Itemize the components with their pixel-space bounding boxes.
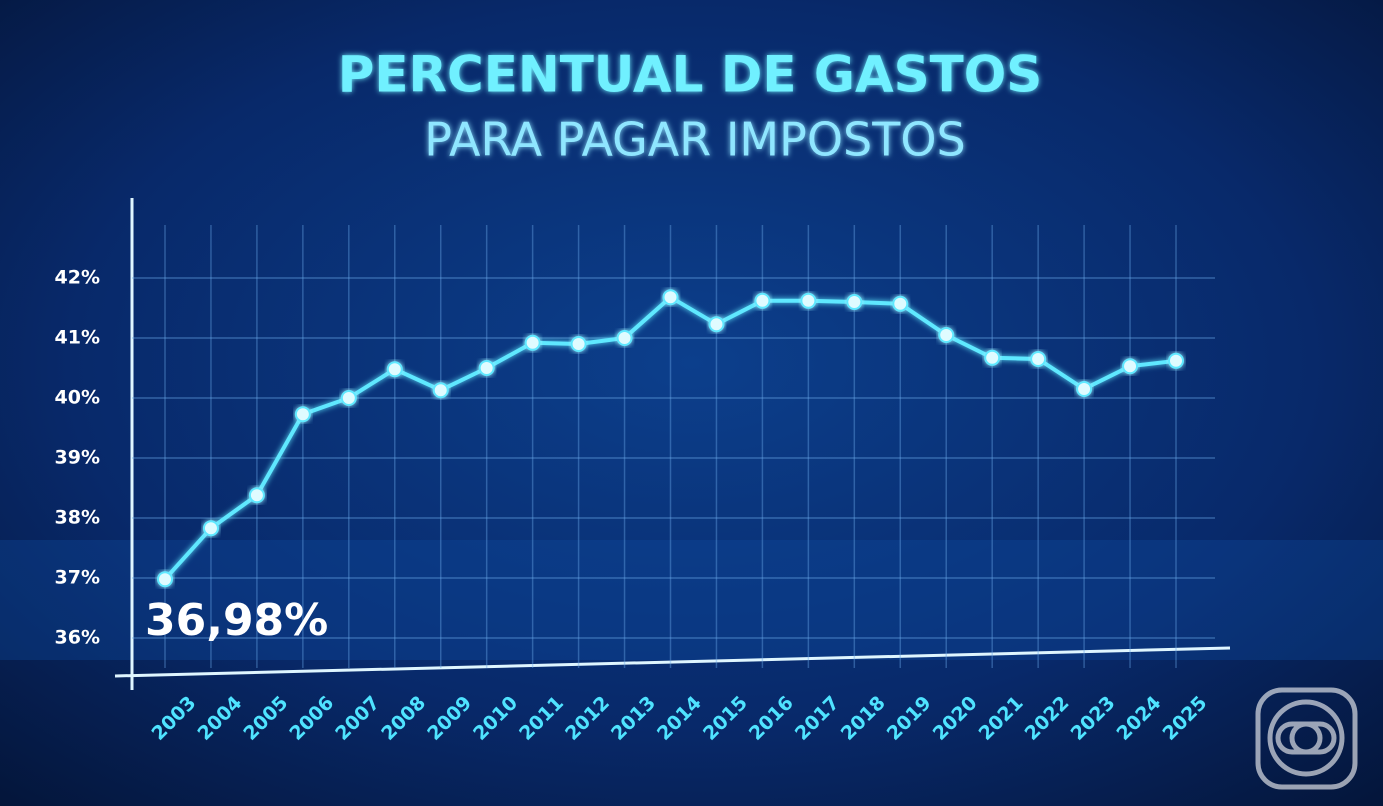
data-point: [708, 316, 725, 333]
data-point: [662, 289, 679, 306]
data-point: [202, 520, 219, 537]
data-point: [984, 349, 1001, 366]
data-point: [892, 295, 909, 312]
data-point: [386, 361, 403, 378]
chart-title: PERCENTUAL DE GASTOS: [338, 46, 1043, 104]
chart-subtitle: PARA PAGAR IMPOSTOS: [424, 113, 966, 167]
data-point: [432, 382, 449, 399]
data-point: [846, 294, 863, 310]
data-point: [800, 292, 817, 309]
logo: [1255, 687, 1358, 790]
y-tick-label: 37%: [55, 567, 100, 589]
y-tick-label: 41%: [55, 327, 100, 349]
y-tick-label: 42%: [55, 267, 100, 289]
x-axis: [114, 646, 1231, 678]
y-tick-label: 38%: [55, 507, 100, 529]
data-point: [1030, 351, 1047, 367]
floor-glow: [0, 540, 1383, 660]
data-point: [478, 360, 495, 376]
y-tick-label: 39%: [55, 447, 100, 469]
y-tick-label: 40%: [55, 387, 100, 409]
data-point: [294, 406, 311, 423]
data-point: [524, 334, 541, 351]
data-point: [938, 327, 955, 343]
data-point: [570, 336, 587, 352]
data-point: [1076, 381, 1093, 397]
data-point: [754, 292, 771, 309]
data-point: [340, 390, 357, 406]
y-tick-label: 36%: [55, 627, 100, 649]
data-point: [1168, 352, 1184, 369]
data-point: [248, 487, 265, 504]
data-point: [616, 330, 633, 346]
data-label: 36,98%: [145, 595, 328, 646]
data-point: [1122, 358, 1139, 375]
data-point: [157, 571, 173, 588]
